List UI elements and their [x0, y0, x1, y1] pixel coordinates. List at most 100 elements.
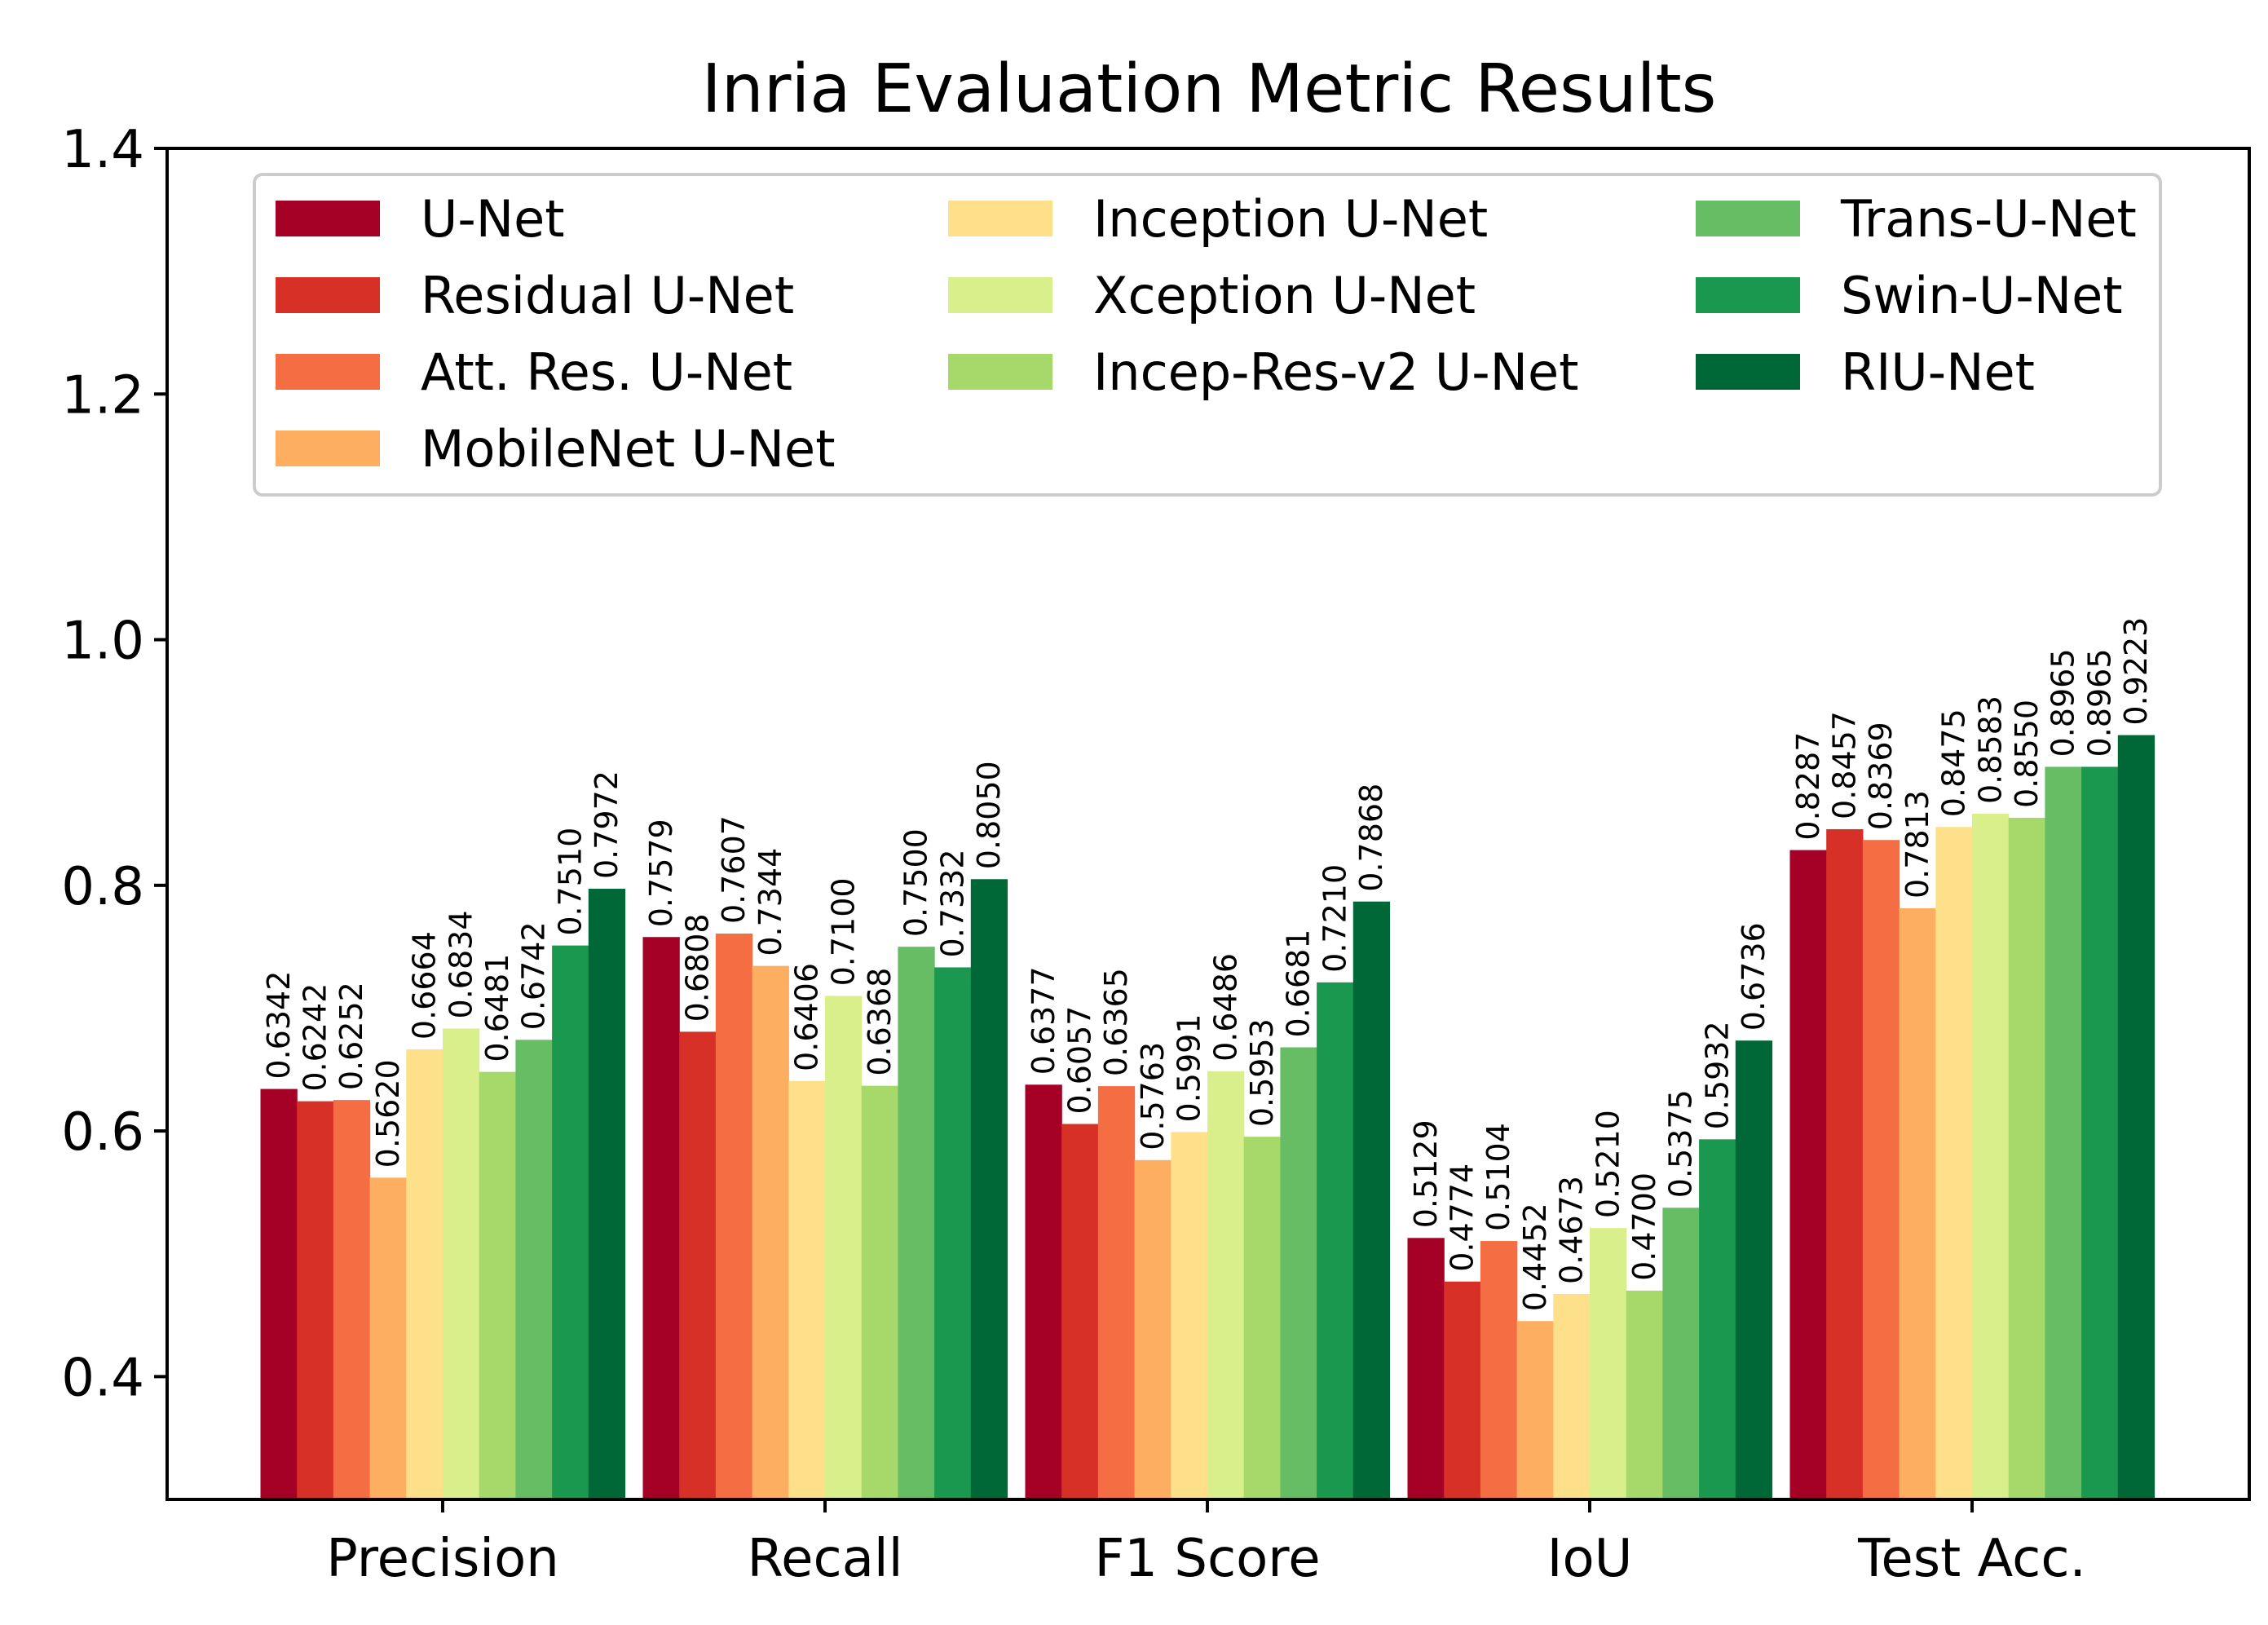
bar	[297, 1101, 334, 1499]
chart-title: Inria Evaluation Metric Results	[702, 51, 1717, 128]
y-axis: 0.4 0.6 0.8 1.0 1.2 1.4	[61, 120, 167, 1408]
bar	[934, 967, 972, 1499]
bar-value-label: 0.6808	[680, 913, 716, 1022]
bar-value-label: 0.5620	[370, 1059, 406, 1168]
bar	[588, 889, 626, 1499]
bar-value-label: 0.8475	[1936, 709, 1972, 817]
bar-value-label: 0.5991	[1172, 1013, 1207, 1122]
x-tick-label: IoU	[1547, 1529, 1633, 1589]
legend-swatch	[276, 354, 380, 390]
bar-value-label: 0.5953	[1244, 1018, 1280, 1127]
legend-label: MobileNet U-Net	[421, 419, 836, 479]
bar	[1935, 827, 1973, 1499]
legend-label: RIU-Net	[1841, 342, 2035, 402]
legend-label: Residual U-Net	[421, 266, 794, 325]
bar-value-label: 0.6368	[862, 968, 898, 1076]
bar	[1899, 907, 1936, 1499]
bar	[1280, 1047, 1317, 1499]
bar	[2045, 766, 2082, 1499]
bar	[1444, 1281, 1481, 1499]
y-tick-label: 1.2	[61, 365, 144, 426]
bar-value-label: 0.4700	[1626, 1172, 1662, 1281]
legend-swatch	[1696, 201, 1800, 236]
bar-value-label: 0.9223	[2118, 617, 2154, 726]
bar	[1171, 1132, 1208, 1499]
bar-value-label: 0.7510	[552, 828, 588, 936]
bar-value-label: 0.8457	[1827, 711, 1863, 819]
legend: U-Net Residual U-Net Att. Res. U-Net Mobile…	[253, 173, 2162, 497]
bar	[369, 1177, 407, 1499]
legend-label: Xception U-Net	[1093, 266, 1476, 325]
bar	[1626, 1290, 1663, 1499]
bar-value-label: 0.6242	[298, 983, 333, 1092]
bar	[1207, 1071, 1245, 1499]
legend-swatch	[948, 277, 1052, 313]
bar	[443, 1028, 480, 1499]
bar-value-label: 0.4774	[1445, 1164, 1480, 1272]
bar-value-label: 0.8583	[1972, 695, 2008, 804]
bar-value-label: 0.6406	[789, 963, 825, 1071]
bar	[260, 1088, 298, 1499]
bar-value-label: 0.6486	[1207, 953, 1243, 1062]
legend-swatch	[948, 201, 1052, 236]
bar-value-label: 0.6365	[1098, 968, 1134, 1076]
bar	[1097, 1086, 1136, 1499]
bar-value-label: 0.4452	[1517, 1203, 1553, 1311]
plot-frame	[165, 147, 2251, 1501]
bar-value-label: 0.5104	[1480, 1123, 1516, 1231]
legend-swatch	[276, 431, 380, 466]
bar-value-label: 0.8550	[2009, 700, 2045, 808]
x-tick-label: Precision	[326, 1529, 559, 1589]
bar-value-label: 0.5375	[1663, 1089, 1699, 1198]
bar	[1826, 828, 1864, 1499]
bar	[970, 879, 1008, 1499]
x-axis: Precision Recall F1 Score IoU Test Acc.	[326, 1499, 2086, 1589]
bar-value-label: 0.5763	[1135, 1042, 1171, 1150]
bar	[333, 1100, 371, 1499]
bar	[1243, 1137, 1281, 1499]
bar	[1699, 1139, 1736, 1499]
legend-label: U-Net	[421, 189, 565, 249]
bar	[861, 1085, 898, 1499]
x-tick-label: Recall	[748, 1529, 903, 1589]
bar	[1025, 1084, 1062, 1499]
bar	[1516, 1321, 1554, 1499]
legend-frame	[253, 173, 2162, 497]
bar-value-label: 0.6377	[1026, 966, 1061, 1075]
bar	[1735, 1040, 1773, 1499]
bar-value-label: 0.8050	[971, 761, 1007, 869]
bar-value-label: 0.7332	[934, 849, 970, 957]
bar-value-label: 0.5210	[1590, 1110, 1626, 1218]
bar-value-label: 0.5129	[1408, 1119, 1444, 1228]
y-tick-label: 0.6	[61, 1102, 144, 1163]
bar	[1317, 982, 1354, 1499]
bar	[1480, 1241, 1518, 1499]
bar	[1407, 1238, 1445, 1499]
bar-value-label: 0.8965	[2045, 648, 2081, 757]
bar-value-label: 0.8965	[2081, 648, 2117, 757]
bar-value-label: 0.7579	[643, 819, 679, 927]
bar-value-label: 0.8287	[1790, 732, 1826, 841]
x-tick-label: Test Acc.	[1857, 1529, 2086, 1589]
bar-value-label: 0.5932	[1699, 1021, 1735, 1129]
bar-value-label: 0.4673	[1554, 1176, 1590, 1284]
legend-label: Incep-Res-v2 U-Net	[1093, 342, 1578, 402]
legend-swatch	[276, 277, 380, 313]
bar	[752, 965, 789, 1499]
bar-value-label: 0.6252	[333, 982, 369, 1090]
bar	[479, 1071, 516, 1499]
bar	[2117, 735, 2155, 1499]
y-tick-label: 1.0	[61, 612, 144, 672]
bar-value-label: 0.7344	[752, 848, 788, 956]
bar	[2081, 766, 2119, 1499]
bar	[642, 937, 680, 1499]
bar	[825, 996, 863, 1499]
bar	[515, 1040, 553, 1499]
bar	[898, 947, 935, 1499]
bar	[1862, 840, 1900, 1499]
bar	[552, 945, 589, 1499]
bar-value-label: 0.7813	[1900, 790, 1935, 899]
bar	[406, 1049, 443, 1499]
bar	[1972, 813, 2010, 1499]
bar-value-label: 0.6834	[443, 910, 479, 1018]
